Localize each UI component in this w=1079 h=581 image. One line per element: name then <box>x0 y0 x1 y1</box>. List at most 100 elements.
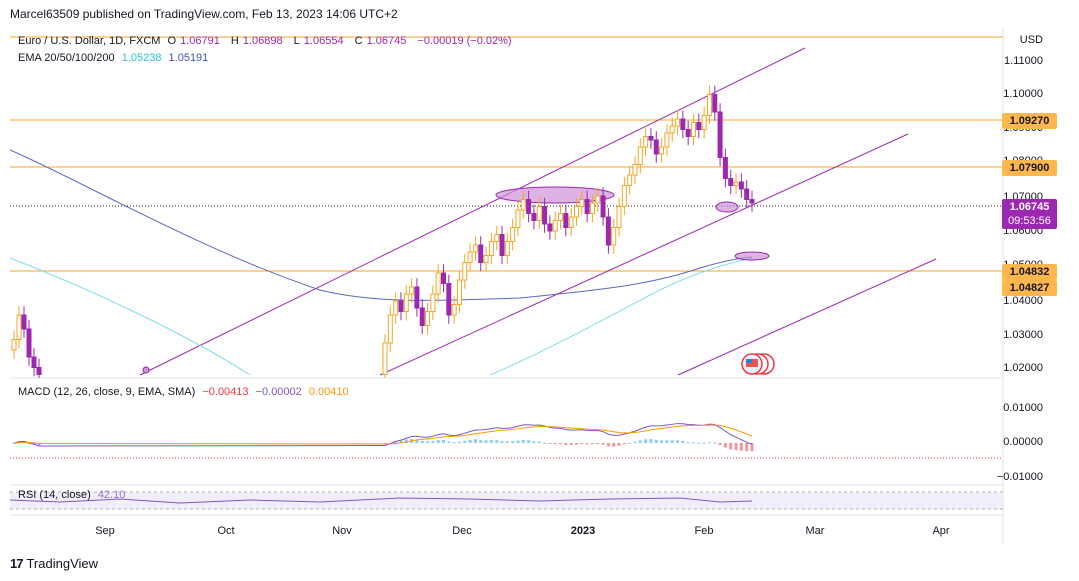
candle-body[interactable] <box>616 206 622 228</box>
candle-body[interactable] <box>494 234 500 242</box>
candle-body[interactable] <box>16 314 22 340</box>
candle-body[interactable] <box>499 234 505 256</box>
candle-body[interactable] <box>526 199 532 214</box>
candle-body[interactable] <box>483 255 489 263</box>
candle-body[interactable] <box>456 279 462 305</box>
price-tag-r1[interactable]: 1.09270 <box>1002 113 1057 129</box>
candle-body[interactable] <box>584 199 590 214</box>
candle-body[interactable] <box>632 164 638 176</box>
candle-body[interactable] <box>441 272 447 284</box>
last-price-tag[interactable]: 1.06745 09:53:56 <box>1002 199 1057 229</box>
macd-group <box>12 423 754 452</box>
candle-body[interactable] <box>664 132 670 148</box>
candle-body[interactable] <box>547 223 553 232</box>
candle-body[interactable] <box>685 129 691 137</box>
channel-lower-line[interactable] <box>379 133 909 376</box>
candle-body[interactable] <box>520 199 526 211</box>
candle-body[interactable] <box>26 328 32 358</box>
candle-body[interactable] <box>605 216 611 246</box>
candle-body[interactable] <box>462 262 468 281</box>
macd-label[interactable]: MACD (12, 26, close, 9, EMA, SMA) <box>18 386 196 398</box>
candle-body[interactable] <box>552 220 558 232</box>
price-tag-s2[interactable]: 1.04827 <box>1002 280 1057 296</box>
zone-ellipse-ema[interactable] <box>734 251 770 261</box>
ema-label[interactable]: EMA 20/50/100/200 <box>18 52 115 64</box>
candle-body[interactable] <box>504 241 510 256</box>
candle-body[interactable] <box>398 300 404 312</box>
candle-body[interactable] <box>659 146 665 155</box>
zone-ellipse-feb[interactable] <box>715 201 739 213</box>
candle-body[interactable] <box>621 185 627 207</box>
candle-body[interactable] <box>712 94 718 113</box>
month-label: Oct <box>217 525 235 537</box>
symbol-name[interactable]: Euro / U.S. Dollar, 1D, FXCM <box>18 35 161 47</box>
candle-body[interactable] <box>542 206 548 225</box>
candle-body[interactable] <box>690 122 696 137</box>
rsi-label[interactable]: RSI (14, close) <box>18 489 91 501</box>
candle-body[interactable] <box>579 199 585 207</box>
candle-body[interactable] <box>717 111 723 158</box>
candle-body[interactable] <box>478 244 484 263</box>
candle-body[interactable] <box>749 199 755 204</box>
candle-body[interactable] <box>515 209 521 228</box>
macd-hist-value: −0.00413 <box>202 386 249 398</box>
candle-body[interactable] <box>653 139 659 155</box>
candle-body[interactable] <box>595 195 601 204</box>
candle-body[interactable] <box>409 286 415 295</box>
candle-body[interactable] <box>573 206 579 218</box>
candle-body[interactable] <box>558 213 564 221</box>
candle-body[interactable] <box>637 146 643 165</box>
candle-body[interactable] <box>563 213 569 228</box>
candles-group <box>11 85 755 378</box>
candle-body[interactable] <box>706 94 712 116</box>
candle-body[interactable] <box>382 342 388 375</box>
footer-brand[interactable]: 17 TradingView <box>10 556 98 571</box>
candle-body[interactable] <box>627 174 633 186</box>
candle-body[interactable] <box>472 244 478 253</box>
candle-body[interactable] <box>536 206 542 221</box>
candle-body[interactable] <box>728 178 734 186</box>
candle-body[interactable] <box>425 311 431 326</box>
candle-body[interactable] <box>446 283 452 316</box>
channel-projection-line[interactable] <box>677 258 937 376</box>
candle-body[interactable] <box>21 314 27 330</box>
candle-body[interactable] <box>669 125 675 134</box>
candle-body[interactable] <box>36 367 42 375</box>
candle-body[interactable] <box>31 356 37 368</box>
candle-body[interactable] <box>467 251 473 263</box>
candle-body[interactable] <box>393 300 399 316</box>
us-event-flag-icon[interactable] <box>741 353 775 375</box>
price-tag-r2[interactable]: 1.07900 <box>1002 160 1057 176</box>
macd-line-value: −0.00002 <box>255 386 302 398</box>
candle-body[interactable] <box>568 216 574 228</box>
candle-body[interactable] <box>738 181 744 190</box>
candle-body[interactable] <box>611 227 617 246</box>
price-tag-s1[interactable]: 1.04832 <box>1002 264 1057 280</box>
candle-body[interactable] <box>451 304 457 316</box>
candle-body[interactable] <box>600 195 606 218</box>
candle-body[interactable] <box>488 241 494 256</box>
candle-body[interactable] <box>11 339 17 351</box>
candle-body[interactable] <box>648 136 654 141</box>
macd-histogram-bar <box>484 440 488 443</box>
ema-value-2: 1.05191 <box>168 52 209 64</box>
candle-body[interactable] <box>680 118 686 130</box>
candle-body[interactable] <box>414 286 420 309</box>
candle-body[interactable] <box>744 188 750 200</box>
candle-body[interactable] <box>701 115 707 130</box>
candle-body[interactable] <box>531 213 537 221</box>
candle-body[interactable] <box>722 157 728 179</box>
candle-body[interactable] <box>430 293 436 312</box>
candle-body[interactable] <box>387 314 393 344</box>
candle-body[interactable] <box>589 202 595 214</box>
candle-body[interactable] <box>733 181 739 186</box>
candle-body[interactable] <box>419 307 425 326</box>
candle-body[interactable] <box>696 122 702 130</box>
macd-histogram-bar <box>718 443 722 446</box>
channel-upper-line[interactable] <box>139 47 806 376</box>
candle-body[interactable] <box>643 136 649 148</box>
candle-body[interactable] <box>435 272 441 295</box>
candle-body[interactable] <box>403 293 409 312</box>
candle-body[interactable] <box>510 227 516 242</box>
candle-body[interactable] <box>675 118 681 127</box>
